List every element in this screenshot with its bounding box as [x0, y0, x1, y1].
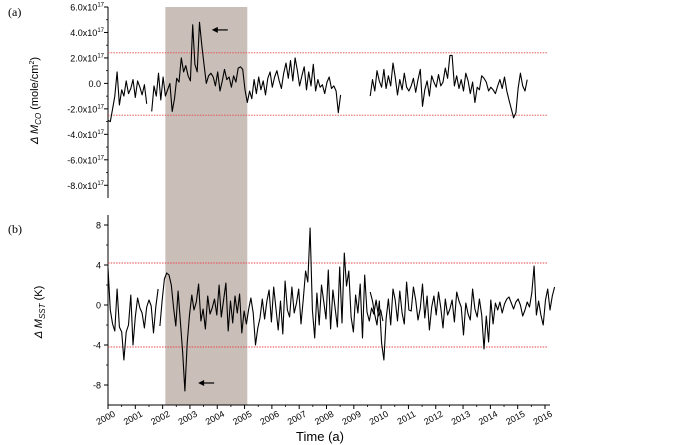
- x-tick-label: 2011: [396, 409, 418, 427]
- x-tick-label: 2007: [286, 409, 308, 427]
- panel-a-y-tick-label: 0.0: [88, 79, 101, 89]
- x-tick-label: 2008: [313, 409, 335, 427]
- x-axis-title: Time (a): [296, 429, 344, 444]
- x-tick-label: 2010: [368, 409, 390, 427]
- panel-a-y-tick-label: 6.0x1017: [70, 3, 104, 13]
- panel-a-series-line: [369, 54, 528, 119]
- panel-a-y-tick-label: -4.0x1017: [67, 130, 104, 140]
- x-tick-label: 2014: [477, 409, 499, 427]
- panel-a-y-tick-label: 2.0x1017: [70, 53, 104, 63]
- panel-a-y-tick-label: -6.0x1017: [67, 155, 104, 165]
- panel-a: (a) 6.0x1017 4.0x1017 2.0x1017 0.0 -2.0x1017…: [8, 3, 547, 198]
- x-tick-label: 2004: [204, 409, 226, 427]
- x-tick-label: 2005: [231, 409, 253, 427]
- panel-b-y-axis-title: Δ MSST (K): [33, 286, 47, 340]
- panel-b-series-line: [159, 227, 384, 392]
- panel-b-arrow-head: [198, 380, 205, 386]
- x-tick-label: 2002: [149, 409, 171, 427]
- panel-a-series-line: [107, 71, 148, 123]
- x-tick-label: 2001: [122, 409, 144, 427]
- panel-b-series-line: [369, 265, 556, 361]
- x-tick-label: 2006: [258, 409, 280, 427]
- x-tick-label: 2013: [450, 409, 472, 427]
- panel-b-y-tick-label: -8: [93, 381, 101, 391]
- panel-b-y-tick-label: 0: [96, 301, 101, 311]
- x-tick-label: 2003: [176, 409, 198, 427]
- x-tick-label: 2009: [340, 409, 362, 427]
- x-tick-label: 2012: [422, 409, 444, 427]
- panel-a-y-tick-label: 4.0x1017: [70, 28, 104, 38]
- panel-a-series-line: [151, 21, 342, 114]
- x-tick-label: 2000: [95, 409, 117, 427]
- panel-a-label: (a): [8, 5, 21, 19]
- panel-b-y-tick-label: 4: [96, 261, 101, 271]
- panel-a-arrow-head: [211, 26, 218, 33]
- x-axis: 2000 2001 2002 2003 2004 2005 2006 2007 2008 2009…: [95, 404, 554, 427]
- panel-b-y-tick-label: -4: [93, 341, 101, 351]
- panel-b: (b) 8 4 0 -4 -8 Δ MSST (K): [8, 215, 556, 405]
- x-tick-label: 2015: [504, 409, 526, 427]
- panel-b-series-line: [107, 267, 159, 361]
- panel-a-y-tick-label: -2.0x1017: [67, 104, 104, 114]
- panel-a-y-tick-label: -8.0x1017: [67, 181, 104, 191]
- panel-a-y-axis-title: Δ MCO (mole/cm2): [29, 57, 43, 145]
- panel-b-label: (b): [8, 222, 22, 236]
- highlight-band: [165, 7, 248, 405]
- panel-b-y-tick-label: 8: [96, 221, 101, 231]
- x-tick-label: 2016: [532, 409, 554, 427]
